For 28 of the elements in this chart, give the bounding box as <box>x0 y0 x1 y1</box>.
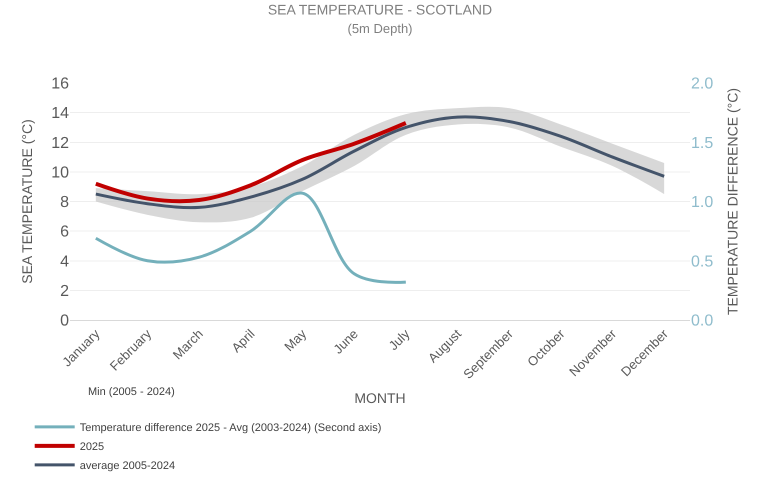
y2-axis-title: TEMPERATURE DIFFERENCE (°C) <box>724 88 741 316</box>
y-tick-label: 10 <box>51 164 70 182</box>
y2-tick-label: 0.5 <box>691 253 714 270</box>
y2-tick-label: 1.0 <box>691 194 714 212</box>
x-tick-label: July <box>386 326 413 354</box>
line-series <box>94 115 666 210</box>
y-tick-label: 14 <box>51 105 70 122</box>
x-axis-title: MONTH <box>354 390 406 406</box>
y-tick-label: 8 <box>60 194 70 212</box>
chart-title: SEA TEMPERATURE - SCOTLAND <box>268 2 492 18</box>
x-tick-label: May <box>281 326 310 354</box>
line-series <box>94 192 408 284</box>
line-series <box>94 120 408 204</box>
y-tick-label: 12 <box>51 134 70 152</box>
legend-label: average 2005-2024 <box>80 460 176 472</box>
legend-label: Temperature difference 2025 - Avg (2003-2024) (Second axis) <box>80 422 382 434</box>
text: Min (2005 - 2024) <box>88 386 175 398</box>
y-tick-label: 16 <box>51 76 70 93</box>
y2-tick-label: 1.5 <box>691 134 714 152</box>
y-tick-label: 4 <box>60 253 70 270</box>
y2-tick-label: 2.0 <box>691 76 714 93</box>
y-tick-label: 6 <box>60 224 70 241</box>
legend-label: 2025 <box>80 441 104 454</box>
y-axis-title: SEA TEMPERATURE (°C) <box>18 119 35 284</box>
y2-tick-label: 0.0 <box>691 312 714 330</box>
chart-subtitle: (5m Depth) <box>347 20 413 36</box>
y-tick-label: 2 <box>60 282 70 300</box>
y-tick-label: 0 <box>60 312 70 330</box>
